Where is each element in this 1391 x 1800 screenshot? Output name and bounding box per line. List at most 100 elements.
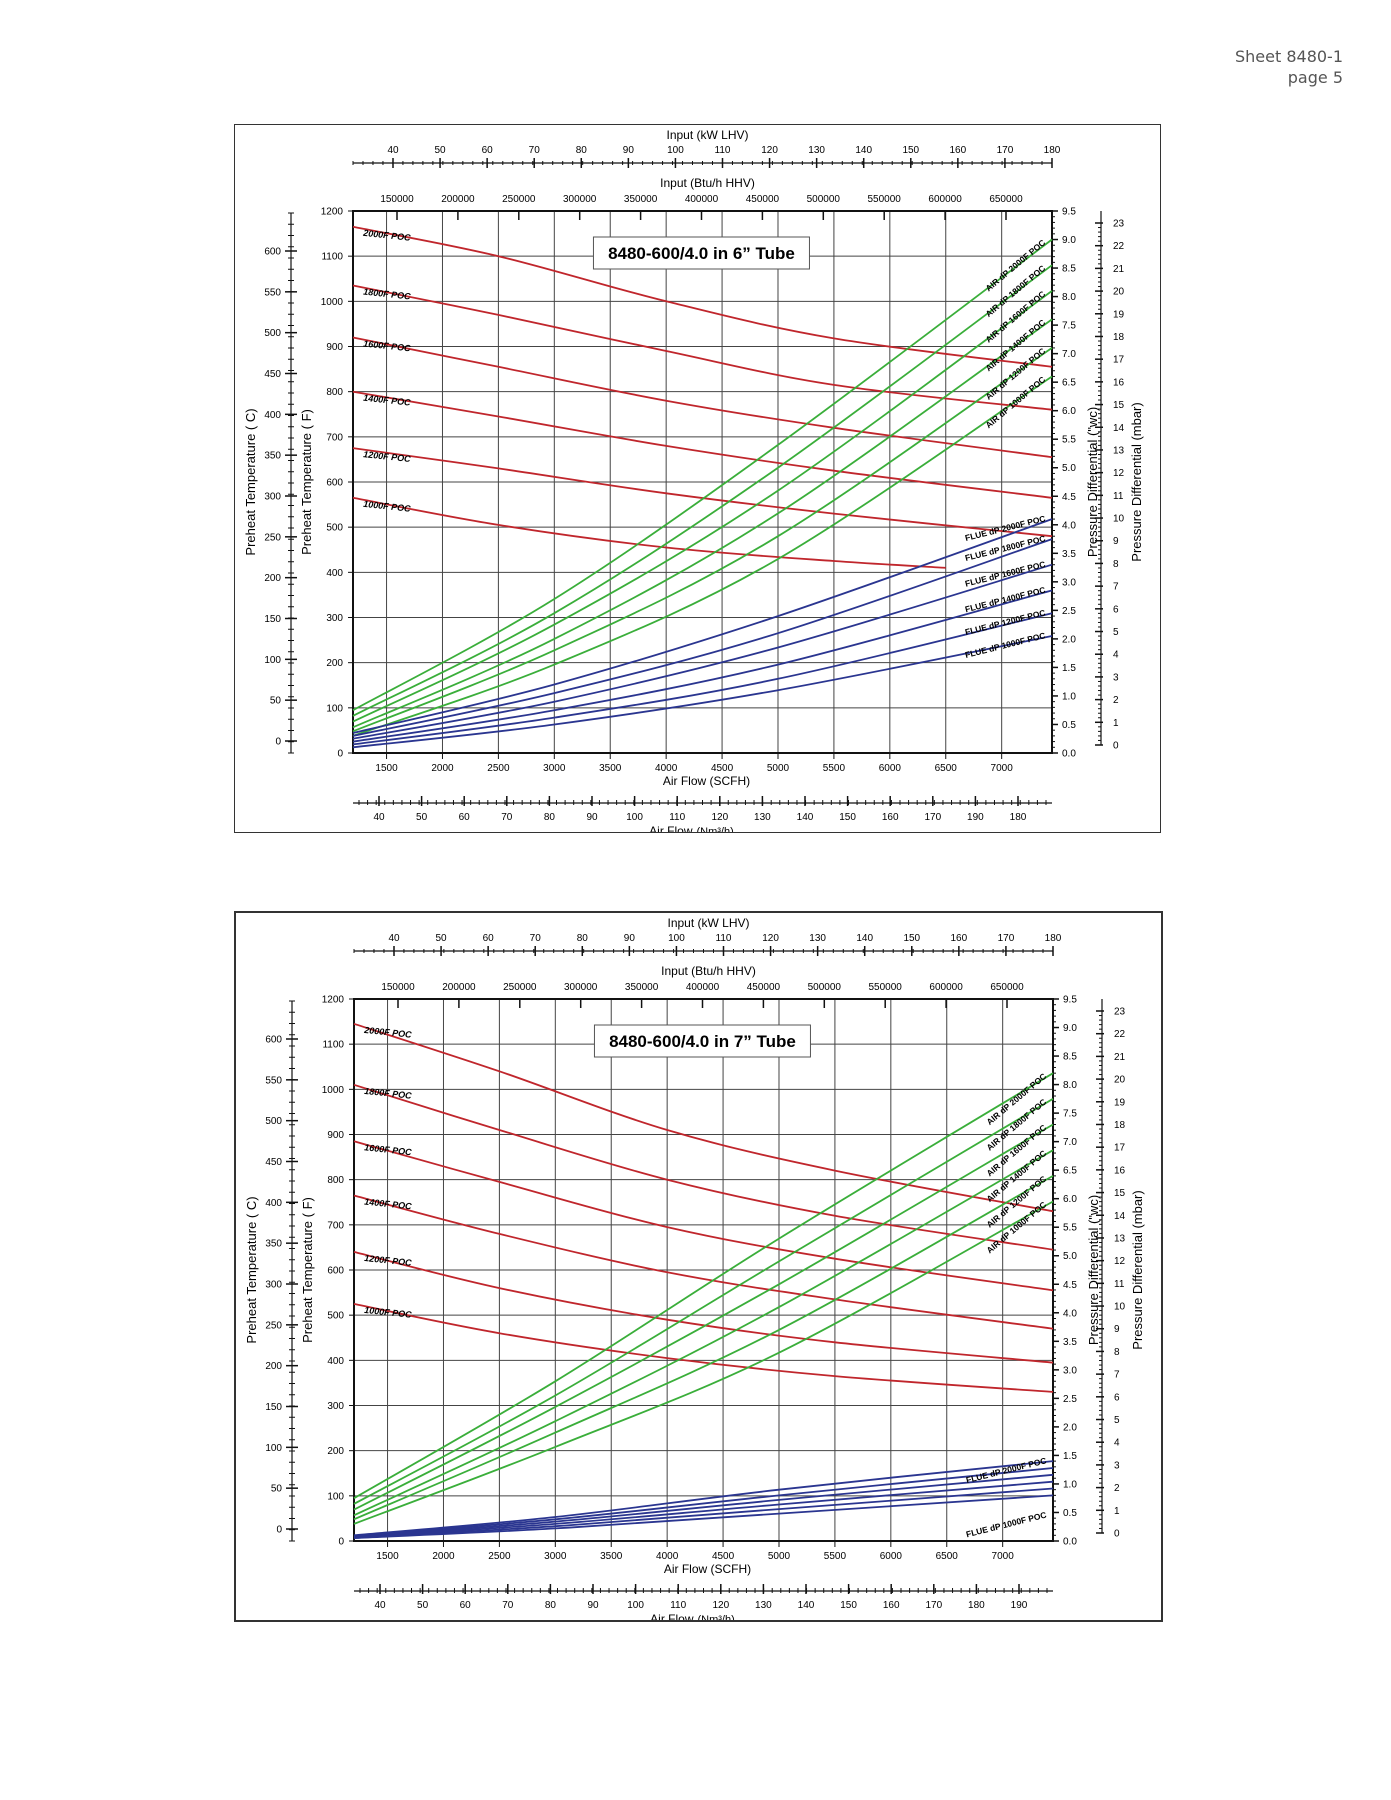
x-axis-title: Air Flow (SCFH) [664,1562,751,1576]
nm3-tick-label: 50 [416,812,428,823]
btu-tick-label: 400000 [685,194,719,205]
sheet-header: Sheet 8480-1 page 5 [1235,46,1343,88]
wc-tick-label: 0.5 [1063,1508,1077,1519]
mbar-tick-label: 13 [1114,1233,1126,1244]
mbar-tick-label: 15 [1113,400,1125,411]
f-tick-label: 200 [327,1446,344,1457]
kw-tick-label: 90 [623,145,635,156]
mbar-tick-label: 6 [1114,1392,1120,1403]
f-tick-label: 400 [327,1356,344,1367]
kw-axis-title: Input (kW LHV) [667,916,749,930]
mbar-tick-label: 14 [1113,423,1125,434]
chart-6in-tube: 1500 2000 2500 3000 3500 4000 4500 5000 5500 6000… [243,128,1144,832]
flue-dp-series-label: FLUE dP 1600F POC [964,559,1046,589]
nm3-tick-label: 50 [417,1600,429,1611]
wc-tick-label: 4.5 [1062,492,1076,503]
mbar-tick-label: 5 [1114,1415,1120,1426]
kw-tick-label: 170 [997,145,1014,156]
chart-title-box [592,236,810,270]
c-tick-label: 0 [276,1525,282,1536]
f-tick-label: 500 [326,523,343,534]
nm3-tick-label: 120 [712,1600,729,1611]
wc-tick-label: 2.5 [1063,1394,1077,1405]
air-dp-series-label: AIR dP 1200F POC [983,346,1047,402]
x-tick-label: 2000 [432,1551,455,1562]
air-dp-series-line [352,347,1053,733]
mbar-tick-label: 18 [1113,332,1125,343]
nm3-tick-label: 80 [545,1600,557,1611]
kw-tick-label: 40 [387,145,399,156]
wc-tick-label: 6.0 [1063,1194,1077,1205]
mbar-tick-label: 4 [1113,650,1119,661]
nm3-axis-title: Air Flow [649,824,693,832]
btu-tick-label: 500000 [808,982,842,993]
btu-tick-label: 400000 [686,982,720,993]
f-tick-label: 300 [327,1401,344,1412]
air-dp-series-line [353,1175,1054,1521]
preheat-series-label: 1600F POC [364,1142,413,1157]
f-tick-label: 600 [326,478,343,489]
btu-tick-label: 600000 [929,982,963,993]
c-tick-label: 350 [265,1239,282,1250]
preheat-series-label: 1400F POC [363,393,412,408]
flue-dp-series-line [353,1460,1054,1537]
c-tick-label: 600 [265,1035,282,1046]
mbar-tick-label: 0 [1114,1529,1120,1540]
preheat-series-label: 1000F POC [363,499,412,514]
wc-tick-label: 0.0 [1063,1537,1077,1548]
kw-tick-label: 70 [530,933,542,944]
nm3-tick-label: 120 [711,812,728,823]
wc-axis-title: Pressure Differential ("wc) [1085,407,1100,557]
grid [354,998,1053,1542]
btu-tick-label: 250000 [502,194,536,205]
x-tick-label: 6000 [879,763,902,774]
x-tick-label: 2000 [431,763,454,774]
c-tick-label: 50 [271,1484,283,1495]
mbar-tick-label: 12 [1114,1256,1126,1267]
kw-tick-label: 180 [1045,933,1062,944]
preheat-series-line [353,1194,1054,1330]
air-dp-series-label: AIR dP 1000F POC [983,374,1047,430]
btu-tick-label: 500000 [807,194,841,205]
c-tick-label: 100 [265,1443,282,1454]
wc-tick-label: 1.5 [1062,663,1076,674]
preheat-series-line [353,1022,1054,1213]
kw-tick-label: 130 [808,145,825,156]
c-tick-label: 200 [264,573,281,584]
mbar-tick-label: 5 [1113,627,1119,638]
c-tick-label: 500 [264,328,281,339]
kw-tick-label: 60 [483,933,495,944]
wc-tick-label: 6.5 [1062,378,1076,389]
mbar-tick-label: 0 [1113,741,1119,752]
nm3-tick-label: 140 [798,1600,815,1611]
mbar-tick-label: 11 [1113,491,1124,502]
air-dp-series-line [353,1098,1054,1505]
kw-tick-label: 120 [762,933,779,944]
air-dp-series-line [352,375,1053,737]
btu-tick-label: 450000 [746,194,780,205]
nm3-tick-label: 170 [925,1600,942,1611]
mbar-tick-label: 22 [1113,241,1125,252]
flue-dp-series-line [353,1487,1054,1539]
mbar-tick-label: 20 [1113,287,1125,298]
c-tick-label: 550 [265,1075,282,1086]
nm3-tick-label: 160 [882,812,899,823]
wc-tick-label: 7.5 [1063,1109,1077,1120]
f-tick-label: 500 [327,1311,344,1322]
x-tick-label: 5000 [767,763,790,774]
x-tick-label: 3500 [600,1551,623,1562]
nm3-axis-unit: (Nm³/h) [697,826,734,832]
f-tick-label: 200 [326,658,343,669]
x-tick-label: 4000 [656,1551,679,1562]
kw-tick-label: 150 [902,145,919,156]
wc-tick-label: 5.0 [1063,1251,1077,1262]
nm3-tick-label: 190 [967,812,984,823]
btu-axis-title: Input (Btu/h HHV) [661,964,756,978]
mbar-tick-label: 2 [1113,695,1119,706]
mbar-tick-label: 22 [1114,1029,1126,1040]
kw-tick-label: 130 [809,933,826,944]
btu-tick-label: 650000 [990,982,1024,993]
flue-dp-series-line [352,563,1053,740]
btu-axis-title: Input (Btu/h HHV) [660,176,755,190]
x-tick-label: 4500 [712,1551,735,1562]
